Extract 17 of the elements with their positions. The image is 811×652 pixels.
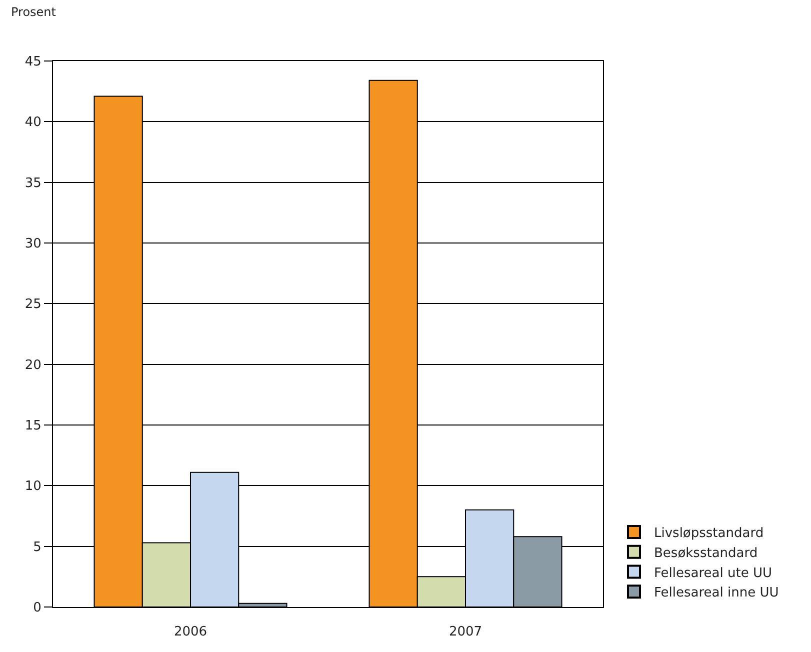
y-axis-title: Prosent — [11, 5, 56, 19]
y-tick-label: 0 — [33, 600, 42, 616]
legend-label: Fellesareal inne UU — [654, 586, 779, 601]
y-tick-label: 10 — [24, 479, 42, 494]
y-tick-label: 30 — [24, 236, 42, 252]
y-tick-label: 25 — [24, 297, 42, 312]
y-tick-label: 15 — [24, 418, 42, 434]
y-tick-label: 40 — [24, 115, 42, 130]
y-tick-label: 45 — [24, 54, 42, 70]
x-tick-label: 2006 — [174, 624, 208, 640]
legend-label: Besøksstandard — [654, 546, 758, 561]
legend-label: Livsløpsstandard — [654, 526, 764, 542]
y-tick-label: 20 — [24, 358, 42, 373]
x-tick-label: 2007 — [448, 624, 482, 640]
y-tick-label: 5 — [33, 540, 42, 555]
legend-label: Fellesareal ute UU — [654, 566, 772, 581]
y-tick-label: 35 — [24, 176, 42, 191]
